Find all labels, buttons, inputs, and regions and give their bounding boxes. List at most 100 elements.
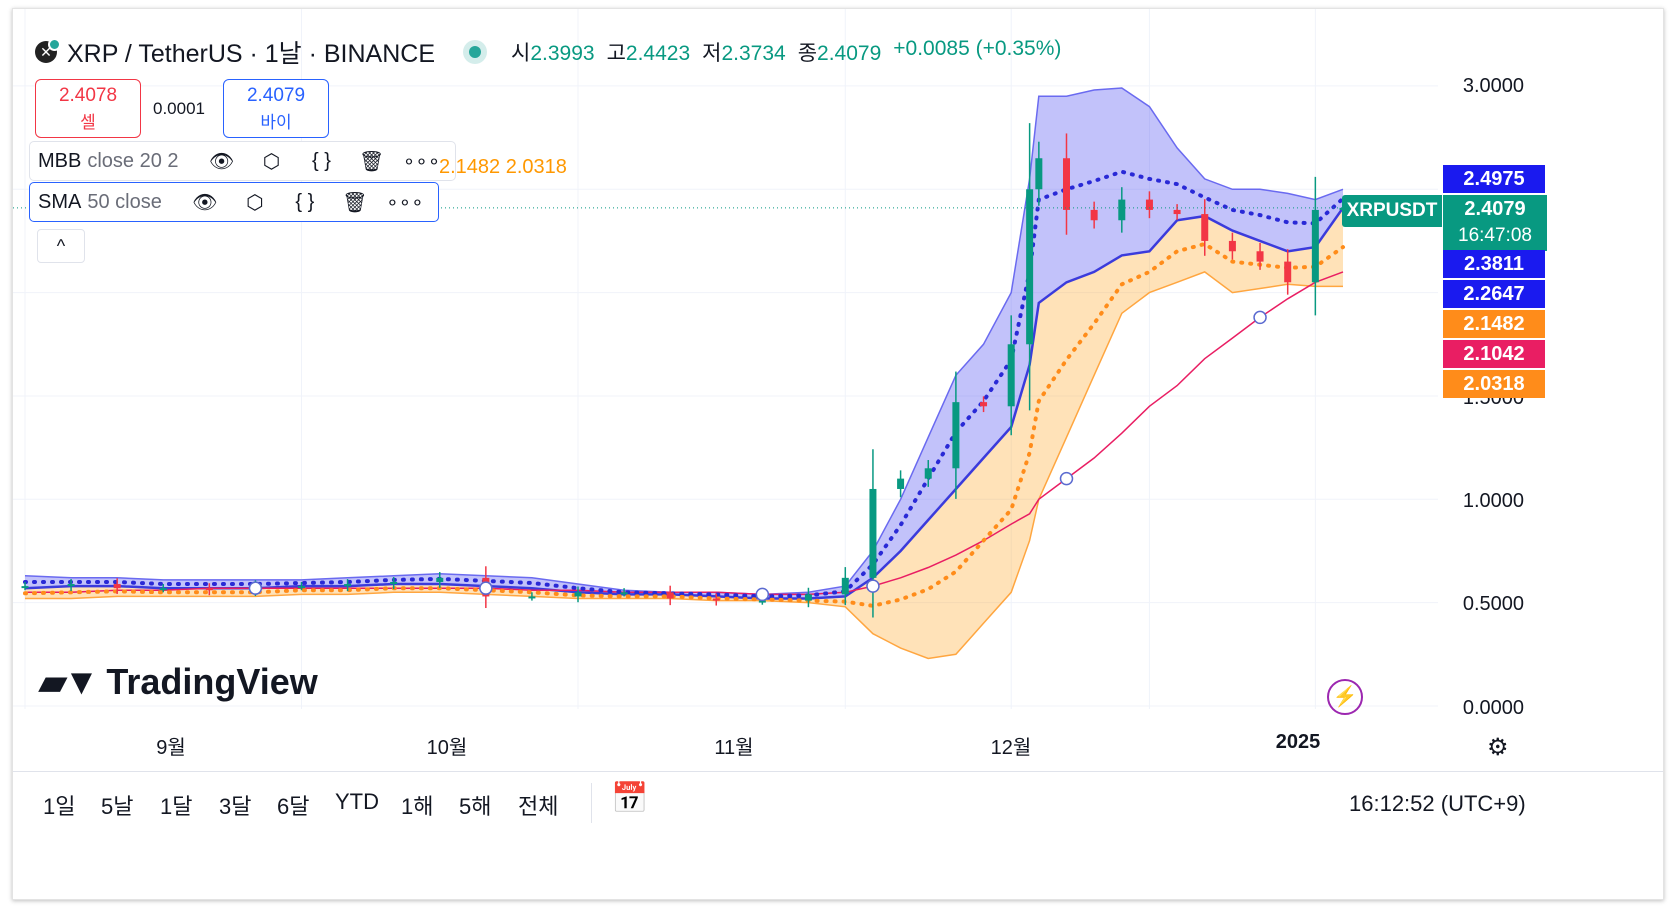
candle-body [1201,214,1209,241]
timeframe-3m[interactable]: 3달 [219,794,252,819]
gear-icon[interactable]: ⚙ [1487,734,1509,761]
mbb-values: 2.1482 2.0318 [439,156,567,178]
x-tick-label: 2025 [1275,731,1321,753]
y-tick-label: 1.0000 [1462,490,1524,512]
close-label: 종 [797,42,818,65]
mbb-lower-mid-dots [23,241,1345,608]
close-value: 2.4079 [817,42,882,65]
timeframe-6m[interactable]: 6달 [277,794,310,819]
candle-body [712,598,720,601]
eye-icon[interactable]: 👁 [192,191,218,214]
sma-marker [866,579,880,593]
more-icon[interactable]: ∘∘∘ [386,191,424,214]
y-tick-label: 3.0000 [1462,75,1524,97]
last-price: 2.4079 [1464,198,1526,220]
candle-body [952,402,960,469]
tradingview-watermark: ▰▼ TradingView [39,661,318,703]
indicator-sma[interactable]: SMA 50 close 👁 ⬡ { } 🗑 ∘∘∘ [29,182,439,222]
indicator-name: SMA [38,190,82,213]
candle-body [159,588,167,591]
eye-icon[interactable]: 👁 [208,150,235,173]
sma-marker [1059,471,1074,486]
price-tag-sma: 2.1042 [1443,340,1545,368]
bar-countdown: 16:47:08 [1458,225,1532,246]
mbb-lower-line [25,271,1343,660]
price-tag-lower: 2.2647 [1443,280,1545,308]
timeframe-all[interactable]: 전체 [518,794,559,819]
price-tag-basis: 2.3811 [1443,250,1545,278]
divider [13,771,1663,772]
indicator-mbb[interactable]: MBB close 20 2 👁 ⬡ { } 🗑 ∘∘∘ [29,141,456,181]
source-code-icon[interactable]: { } [312,149,331,172]
chart-window: ✕ XRP / TetherUS · 1날 · BINANCE 시2.3993 … [12,8,1664,900]
timeframe-5y[interactable]: 5해 [459,794,492,819]
market-status-icon [469,46,482,58]
timeframe-1m[interactable]: 1달 [160,794,193,819]
candle-body [205,588,213,591]
timeframe-1y[interactable]: 1해 [401,794,434,819]
sma-marker [248,581,263,595]
price-tag-upper: 2.4975 [1443,165,1545,193]
tradingview-logo-icon: ▰▼ [39,661,99,702]
more-icon[interactable]: ∘∘∘ [402,150,441,173]
candle-body [1311,209,1319,283]
candle-body [1173,209,1181,215]
candle-body [67,584,75,587]
indicator-args: 50 close [87,190,162,213]
source-code-icon[interactable]: { } [295,190,315,213]
low-label: 저 [702,42,722,65]
trash-icon[interactable]: 🗑 [358,150,385,173]
candle-body [574,592,582,597]
high-label: 고 [606,42,626,65]
lightning-icon[interactable]: ⚡ [1327,679,1363,715]
sma-marker [479,581,493,595]
high-value: 2.4423 [625,42,691,65]
candle-body [620,592,628,595]
indicator-name: MBB [38,149,82,172]
candle-body [980,402,988,407]
spread-value: 0.0001 [153,99,205,118]
timeframe-1d[interactable]: 1일 [43,794,76,819]
buy-button[interactable]: 2.4079 바이 [223,79,329,138]
buy-price: 2.4079 [246,84,306,106]
symbol-title[interactable]: XRP / TetherUS · 1날 · BINANCE [67,40,436,68]
trash-icon[interactable]: 🗑 [342,191,368,214]
candle-body [804,594,812,601]
candle-body [897,478,905,489]
low-value: 2.3734 [721,42,786,65]
sell-price: 2.4078 [58,84,118,106]
candle-body [1026,189,1034,345]
last-price-tag: 2.4079 16:47:08 [1443,195,1547,251]
indicator-args: close 20 2 [87,149,179,172]
collapse-legend-button[interactable]: ^ [37,229,85,263]
sma-marker [1253,310,1267,325]
x-tick-label: 11월 [714,737,754,759]
y-tick-label: 0.5000 [1462,593,1524,615]
sell-button[interactable]: 2.4078 셀 [35,79,141,138]
timeframe-5d[interactable]: 5날 [101,794,134,819]
candle-body [528,596,536,599]
candle-body [758,600,766,603]
candle-body [924,468,932,479]
candle-body [1062,158,1070,210]
candle-body [21,586,29,589]
candle-body [113,584,121,589]
mbb-basis-line [24,207,1345,600]
open-value: 2.3993 [530,42,595,65]
candle-body [666,592,674,599]
buy-label: 바이 [260,112,292,132]
timezone-clock[interactable]: 16:12:52 (UTC+9) [1349,791,1526,816]
ohlc-legend: 시2.3993 고2.4423 저2.3734 종2.4079 +0.0085 … [511,37,1061,67]
candle-body [1256,251,1264,262]
calendar-range-icon[interactable]: 📅 [611,782,649,815]
candle-body [1145,199,1153,210]
settings-icon[interactable]: ⬡ [262,150,281,173]
candle-body [1284,261,1292,283]
mbb-lower-band [25,207,1343,659]
sell-label: 셀 [80,112,96,132]
change-value: +0.0085 (+0.35%) [893,37,1062,60]
timeframe-ytd[interactable]: YTD [335,789,379,814]
candle-body [298,586,306,589]
settings-icon[interactable]: ⬡ [246,191,264,214]
candle-body [1090,209,1098,221]
